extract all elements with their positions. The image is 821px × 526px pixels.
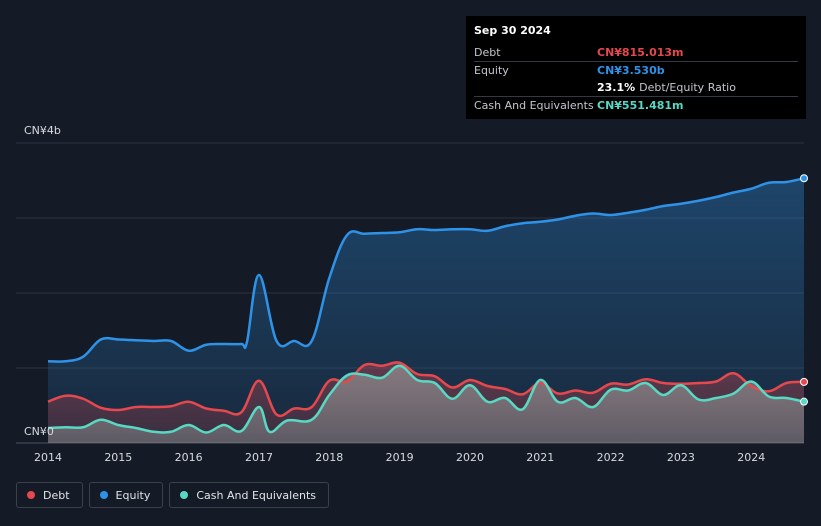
tooltip-row-equity: Equity CN¥3.530b	[474, 61, 798, 79]
legend-label-equity: Equity	[115, 488, 151, 502]
series-line-equity	[47, 177, 805, 363]
end-markers	[800, 174, 808, 406]
area-equity	[48, 178, 804, 443]
tooltip-ratio-caption: Debt/Equity Ratio	[639, 81, 736, 94]
y-tick-label-top: CN¥4b	[24, 124, 61, 137]
legend-item-cash[interactable]: Cash And Equivalents	[169, 482, 329, 508]
area-cash	[48, 365, 804, 443]
tooltip-label-debt: Debt	[474, 46, 501, 59]
tooltip-row-cash: Cash And Equivalents CN¥551.481m	[474, 96, 798, 114]
x-tick-label-2021: 2021	[526, 451, 554, 464]
tooltip-label-equity: Equity	[474, 64, 509, 77]
tooltip-value-equity: CN¥3.530b	[597, 64, 665, 77]
series-line-cash	[47, 364, 805, 434]
x-tick-label-2016: 2016	[175, 451, 203, 464]
tooltip-row-debt: Debt CN¥815.013m	[474, 44, 798, 61]
end-marker-debt	[800, 377, 808, 386]
x-tick-label-2015: 2015	[104, 451, 132, 464]
legend-dot-debt-icon	[27, 491, 35, 499]
chart-areas	[48, 178, 804, 443]
x-tick-label-2023: 2023	[667, 451, 695, 464]
tooltip-panel: Sep 30 2024 Debt CN¥815.013m Equity CN¥3…	[466, 16, 806, 119]
x-tick-label-2018: 2018	[315, 451, 343, 464]
x-tick-label-2014: 2014	[34, 451, 62, 464]
x-tick-label-2017: 2017	[245, 451, 273, 464]
tooltip-date: Sep 30 2024	[474, 24, 551, 37]
end-marker-equity	[800, 174, 808, 183]
tooltip-value-ratio: 23.1%	[597, 81, 636, 94]
series-line-debt	[47, 361, 805, 418]
x-tick-label-2020: 2020	[456, 451, 484, 464]
legend-dot-cash-icon	[180, 491, 189, 499]
legend-label-cash: Cash And Equivalents	[196, 488, 316, 502]
y-tick-label-bottom: CN¥0	[24, 425, 54, 438]
x-tick-label-2024: 2024	[737, 451, 765, 464]
tooltip-value-cash: CN¥551.481m	[597, 99, 684, 112]
chart-lines	[47, 177, 805, 434]
tooltip-row-ratio: 23.1% Debt/Equity Ratio	[474, 79, 798, 96]
legend: Debt Equity Cash And Equivalents	[16, 482, 329, 508]
legend-dot-equity-icon	[99, 491, 108, 499]
tooltip-label-ratio	[474, 79, 597, 96]
x-tick-label-2022: 2022	[597, 451, 625, 464]
x-tick-label-2019: 2019	[386, 451, 414, 464]
legend-label-debt: Debt	[43, 488, 70, 502]
legend-item-debt[interactable]: Debt	[16, 482, 83, 508]
axis-labels: CN¥4b CN¥0 2014 2015 2016 2017 2018 2019 2020 202…	[24, 124, 765, 464]
legend-item-equity[interactable]: Equity	[88, 482, 164, 508]
tooltip-value-debt: CN¥815.013m	[597, 46, 684, 59]
tooltip-label-cash: Cash And Equivalents	[474, 99, 594, 112]
end-marker-cash	[800, 397, 808, 406]
